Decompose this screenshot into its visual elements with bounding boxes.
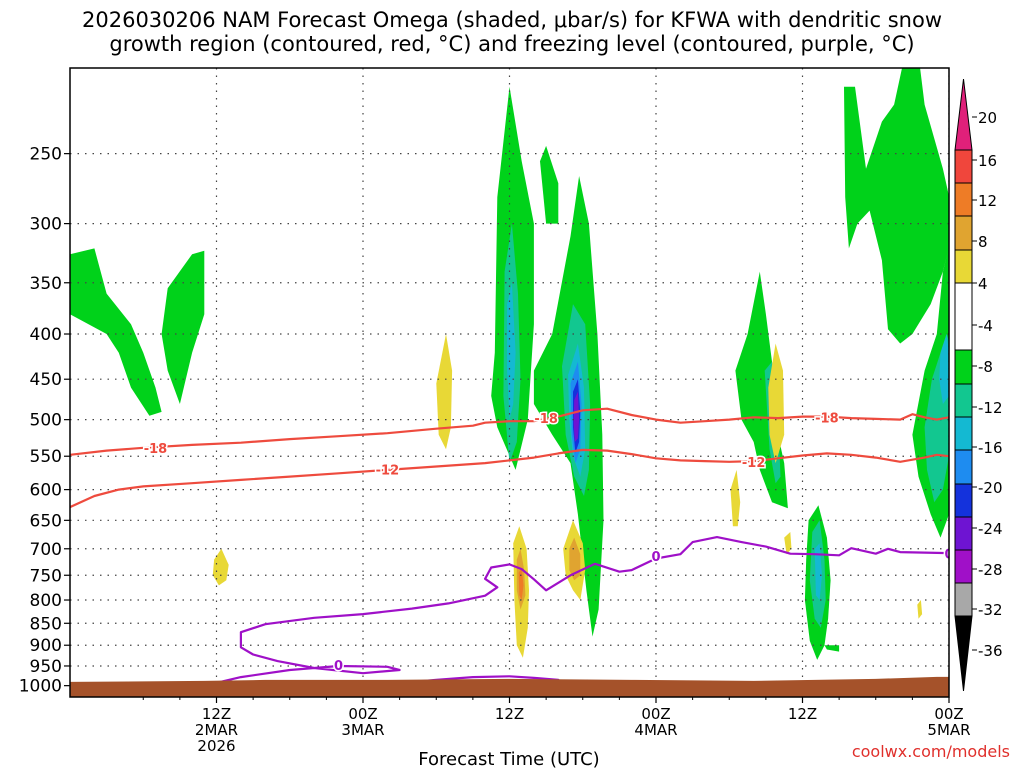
colorbar-bin-8 (954, 416, 973, 451)
omega-shade-w6 (540, 145, 559, 224)
colorbar: 20 16 12 8 4 -4 -8 -12 -16 -20 -24 -28 -32 -36 (954, 78, 1003, 692)
colorbar-label-9: -20 (978, 479, 1003, 497)
contour-freezing-0 (204, 536, 949, 687)
y-tick-label-650: 650 (30, 511, 62, 531)
contour-label-freezing-0-0: 0 (334, 659, 343, 674)
y-tick-label-750: 750 (30, 566, 62, 586)
omega-shade-w1 (70, 248, 162, 416)
y-tick-label-700: 700 (30, 540, 62, 560)
contour-label-dgz-18-2: -18 (815, 411, 839, 426)
x-tick-label-6-2: 2026 (197, 737, 235, 755)
colorbar-label-3: 8 (978, 233, 988, 251)
y-tick-label-600: 600 (30, 481, 62, 501)
colorbar-label-0: 20 (978, 109, 997, 127)
omega-shade-w18 (824, 645, 840, 652)
y-axis: 2503003504004505005506006507007508008509… (19, 145, 70, 697)
omega-shade-p8 (768, 343, 785, 464)
omega-shade-p7 (730, 469, 741, 527)
omega-shade-p4 (518, 567, 524, 600)
omega-shade-w19 (844, 68, 949, 344)
y-tick-label-350: 350 (30, 274, 62, 294)
omega-shade-p11 (917, 600, 923, 619)
colorbar-bin-12 (954, 549, 973, 584)
colorbar-label-13: -36 (978, 642, 1003, 660)
colorbar-label-11: -28 (978, 561, 1003, 579)
y-tick-label-250: 250 (30, 145, 62, 165)
colorbar-bin-9 (954, 449, 973, 485)
contour-label-dgz-12-2: -12 (974, 461, 998, 476)
colorbar-bin-6 (954, 349, 973, 385)
y-tick-label-300: 300 (30, 215, 62, 235)
contour-label-dgz-18-0: -18 (144, 442, 168, 457)
omega-shade-p9 (784, 532, 792, 555)
colorbar-label-2: 12 (978, 192, 997, 210)
y-tick-label-850: 850 (30, 614, 62, 634)
colorbar-bin-5 (954, 282, 973, 351)
colorbar-label-1: 16 (978, 152, 997, 170)
y-tick-label-550: 550 (30, 447, 62, 467)
x-tick-label-18-1: 3MAR (341, 721, 384, 739)
colorbar-bin-3 (954, 215, 973, 251)
chart-title-line-1: 2026030206 NAM Forecast Omega (shaded, μ… (82, 8, 942, 32)
x-tick-label-42-0: 00Z (641, 705, 670, 723)
colorbar-bin-11 (954, 516, 973, 551)
omega-shade-w30 (436, 334, 453, 450)
x-tick-label-66-1: 5MAR (927, 721, 970, 739)
colorbar-bin-7 (954, 383, 973, 418)
x-tick-label-18-0: 00Z (348, 705, 377, 723)
x-tick-label-6-1: 2MAR (195, 721, 238, 739)
colorbar-bin-2 (954, 182, 973, 217)
omega-shade-w2 (161, 250, 205, 404)
colorbar-bin-10 (954, 483, 973, 518)
omega-shading (70, 68, 984, 660)
x-axis-label: Forecast Time (UTC) (418, 749, 599, 768)
omega-shade-p10 (978, 294, 984, 396)
colorbar-bin-0 (954, 78, 973, 151)
x-axis: 12Z2MAR202600Z3MAR12Z00Z4MAR12Z00Z5MAR12… (142, 697, 971, 755)
terrain-layer (70, 676, 949, 697)
chart-title-line-2: growth region (contoured, red, °C) and f… (109, 32, 915, 56)
contour-dgz-12 (70, 448, 949, 509)
x-tick-label-54-0: 12Z (788, 705, 817, 723)
x-tick-label-30-0: 12Z (495, 705, 524, 723)
colorbar-label-12: -32 (978, 601, 1003, 619)
y-tick-label-900: 900 (30, 636, 62, 656)
x-tick-label-6-0: 12Z (202, 705, 231, 723)
y-tick-label-1000: 1000 (19, 677, 62, 697)
omega-shade-p6 (569, 537, 581, 581)
colorbar-bin-13 (954, 582, 973, 617)
x-tick-label-66-0: 00Z (934, 705, 963, 723)
x-tick-label-42-1: 4MAR (634, 721, 677, 739)
contour-label-freezing-0-1: 0 (651, 550, 660, 565)
colorbar-bin-4 (954, 249, 973, 284)
colorbar-label-7: -12 (978, 399, 1003, 417)
omega-shade-p1 (212, 548, 229, 586)
contour-label-dgz-18-1: -18 (534, 412, 558, 427)
omega-shade-w26 (972, 470, 977, 515)
contour-label-freezing-0-2: 0 (944, 548, 953, 563)
colorbar-label-8: -16 (978, 439, 1003, 457)
y-tick-label-800: 800 (30, 591, 62, 611)
colorbar-bin-14 (954, 615, 973, 692)
terrain-surface (70, 676, 949, 697)
omega-shade-w17 (814, 543, 822, 600)
contour-label-dgz-12-0: -12 (376, 463, 400, 478)
watermark: coolwx.com/models (851, 742, 1010, 761)
omega-shade-w12 (573, 391, 580, 442)
colorbar-label-10: -24 (978, 520, 1003, 538)
colorbar-label-4: 4 (978, 275, 988, 293)
y-tick-label-400: 400 (30, 325, 62, 345)
temperature-contours: -18 -18 -18 -12 -12 -12 0 0 0 (70, 407, 998, 687)
contour-label-dgz-12-1: -12 (742, 456, 766, 471)
colorbar-label-5: -4 (978, 317, 993, 335)
y-tick-label-450: 450 (30, 370, 62, 390)
colorbar-label-6: -8 (978, 358, 993, 376)
y-tick-label-950: 950 (30, 657, 62, 677)
omega-shade-w22 (939, 334, 949, 404)
contour-dgz-18 (70, 407, 949, 456)
colorbar-bin-1 (954, 149, 973, 184)
y-tick-label-500: 500 (30, 411, 62, 431)
